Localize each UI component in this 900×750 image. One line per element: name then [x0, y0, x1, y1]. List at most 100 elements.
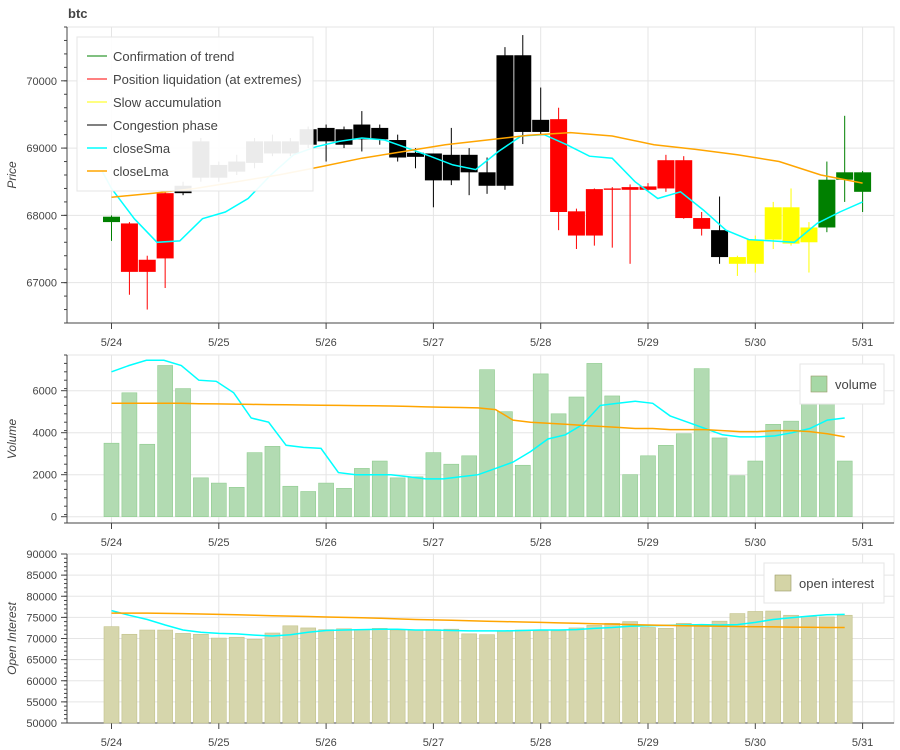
y-tick-label: 67000	[26, 278, 57, 290]
legend-swatch	[810, 375, 828, 393]
bar	[246, 639, 263, 724]
bar	[282, 625, 299, 724]
candle-body	[317, 127, 335, 142]
chart-title: btc	[68, 6, 88, 21]
bar	[729, 475, 746, 518]
bar	[693, 368, 710, 517]
bar	[354, 629, 370, 724]
y-tick-label: 65000	[26, 655, 57, 667]
bar	[675, 622, 692, 724]
x-tick-label: 5/31	[852, 737, 873, 749]
x-tick-label: 5/31	[852, 337, 873, 349]
x-tick-label: 5/29	[637, 337, 658, 349]
candle-body	[693, 218, 711, 229]
y-axis-label: Open Interest	[5, 601, 19, 674]
bar	[497, 411, 513, 518]
closeSma-line	[101, 133, 863, 244]
bar	[479, 634, 495, 724]
x-tick-label: 5/26	[315, 737, 336, 749]
bar	[765, 423, 781, 517]
candle-body	[424, 153, 442, 181]
candle-body	[836, 172, 854, 180]
bar	[425, 452, 442, 517]
y-tick-label: 2000	[33, 470, 57, 482]
bar	[282, 485, 299, 518]
candle-body	[371, 127, 389, 140]
x-tick-label: 5/27	[423, 537, 444, 549]
legend-entry-label: closeLma	[113, 164, 169, 179]
y-tick-label: 90000	[26, 549, 57, 561]
x-tick-label: 5/25	[208, 537, 229, 549]
bar	[300, 491, 317, 518]
bar	[246, 452, 263, 517]
x-tick-label: 5/27	[423, 737, 444, 749]
bar	[532, 630, 549, 724]
candle-body	[854, 172, 872, 192]
closeLma-line	[111, 402, 845, 438]
closeSma-line	[111, 359, 845, 480]
bar	[389, 629, 406, 724]
bar	[407, 629, 424, 724]
bar	[658, 628, 674, 724]
candle-body	[621, 187, 639, 190]
bar	[658, 444, 674, 517]
candle-body	[478, 172, 496, 186]
legend-entry-label: Slow accumulation	[113, 95, 221, 110]
x-tick-label: 5/30	[745, 337, 766, 349]
candle-body	[514, 55, 532, 132]
bar	[568, 396, 585, 517]
open-interest-panel: 50000 55000 60000 65000 70000 75000 80000 85000…	[5, 549, 895, 749]
bar	[729, 613, 746, 724]
x-tick-label: 5/28	[530, 537, 551, 549]
x-tick-label: 5/29	[637, 737, 658, 749]
bar	[801, 616, 817, 724]
x-tick-label: 5/29	[637, 537, 658, 549]
candle-body	[138, 259, 156, 272]
legend-entry-label: closeSma	[113, 141, 171, 156]
candle-body	[818, 179, 836, 228]
bar	[175, 388, 191, 518]
bar	[586, 363, 603, 517]
bar	[354, 468, 370, 517]
bar	[622, 621, 638, 724]
y-tick-label: 6000	[33, 386, 57, 398]
bar	[443, 628, 460, 724]
bar	[211, 482, 227, 518]
bar	[121, 392, 138, 517]
candle-body	[675, 160, 693, 219]
bar	[103, 442, 120, 518]
bar	[443, 463, 460, 518]
bar	[711, 620, 728, 724]
y-tick-label: 55000	[26, 697, 57, 709]
bar	[371, 628, 388, 724]
bar	[747, 460, 764, 517]
bar	[336, 488, 352, 518]
bar	[139, 443, 156, 517]
bar	[836, 614, 853, 724]
candle-body	[639, 186, 657, 190]
bar	[640, 455, 656, 517]
closeLma-line	[111, 612, 845, 629]
bar	[783, 614, 799, 724]
bar	[371, 460, 388, 517]
y-tick-label: 4000	[33, 428, 57, 440]
candle-body	[800, 227, 818, 243]
bar	[228, 636, 245, 724]
x-tick-label: 5/28	[530, 737, 551, 749]
bar	[836, 460, 853, 517]
bar	[604, 395, 621, 518]
closeSma-line	[111, 609, 845, 637]
bar	[318, 629, 334, 724]
bar	[461, 633, 477, 724]
x-tick-label: 5/30	[745, 537, 766, 549]
candle-body	[156, 193, 174, 259]
bar	[783, 420, 799, 517]
bar	[550, 413, 567, 517]
candle-body	[585, 189, 603, 236]
candle-body	[746, 239, 764, 264]
y-tick-label: 70000	[26, 76, 57, 88]
y-tick-label: 60000	[26, 676, 57, 688]
bar	[103, 626, 120, 724]
candle-body	[406, 152, 424, 157]
bar	[157, 365, 173, 517]
